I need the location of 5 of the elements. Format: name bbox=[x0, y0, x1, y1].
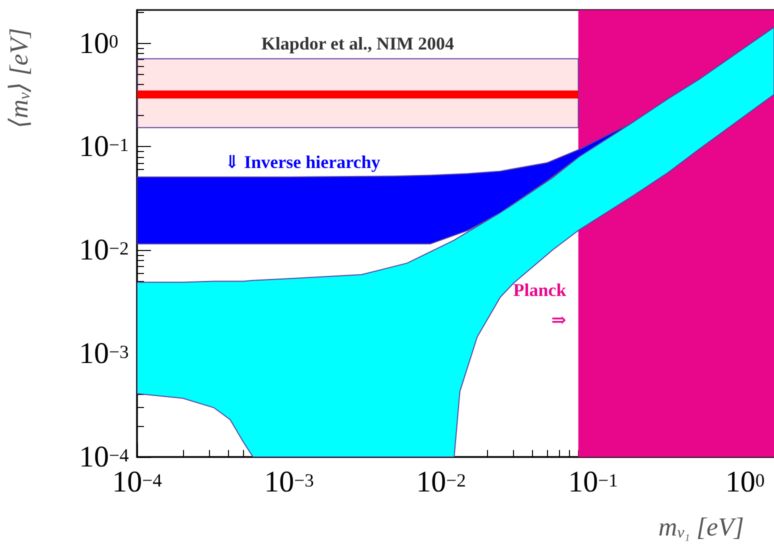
x-axis-title: mν₁ [eV] bbox=[658, 512, 744, 542]
band-label: Planck ⇒ bbox=[513, 280, 566, 330]
legend-label: ⇓ Inverse hierarchy bbox=[224, 152, 380, 172]
y-axis-title: ⟨mν⟩ [eV] bbox=[4, 28, 34, 128]
text: Klapdor et al., NIM 2004 bbox=[261, 34, 454, 54]
